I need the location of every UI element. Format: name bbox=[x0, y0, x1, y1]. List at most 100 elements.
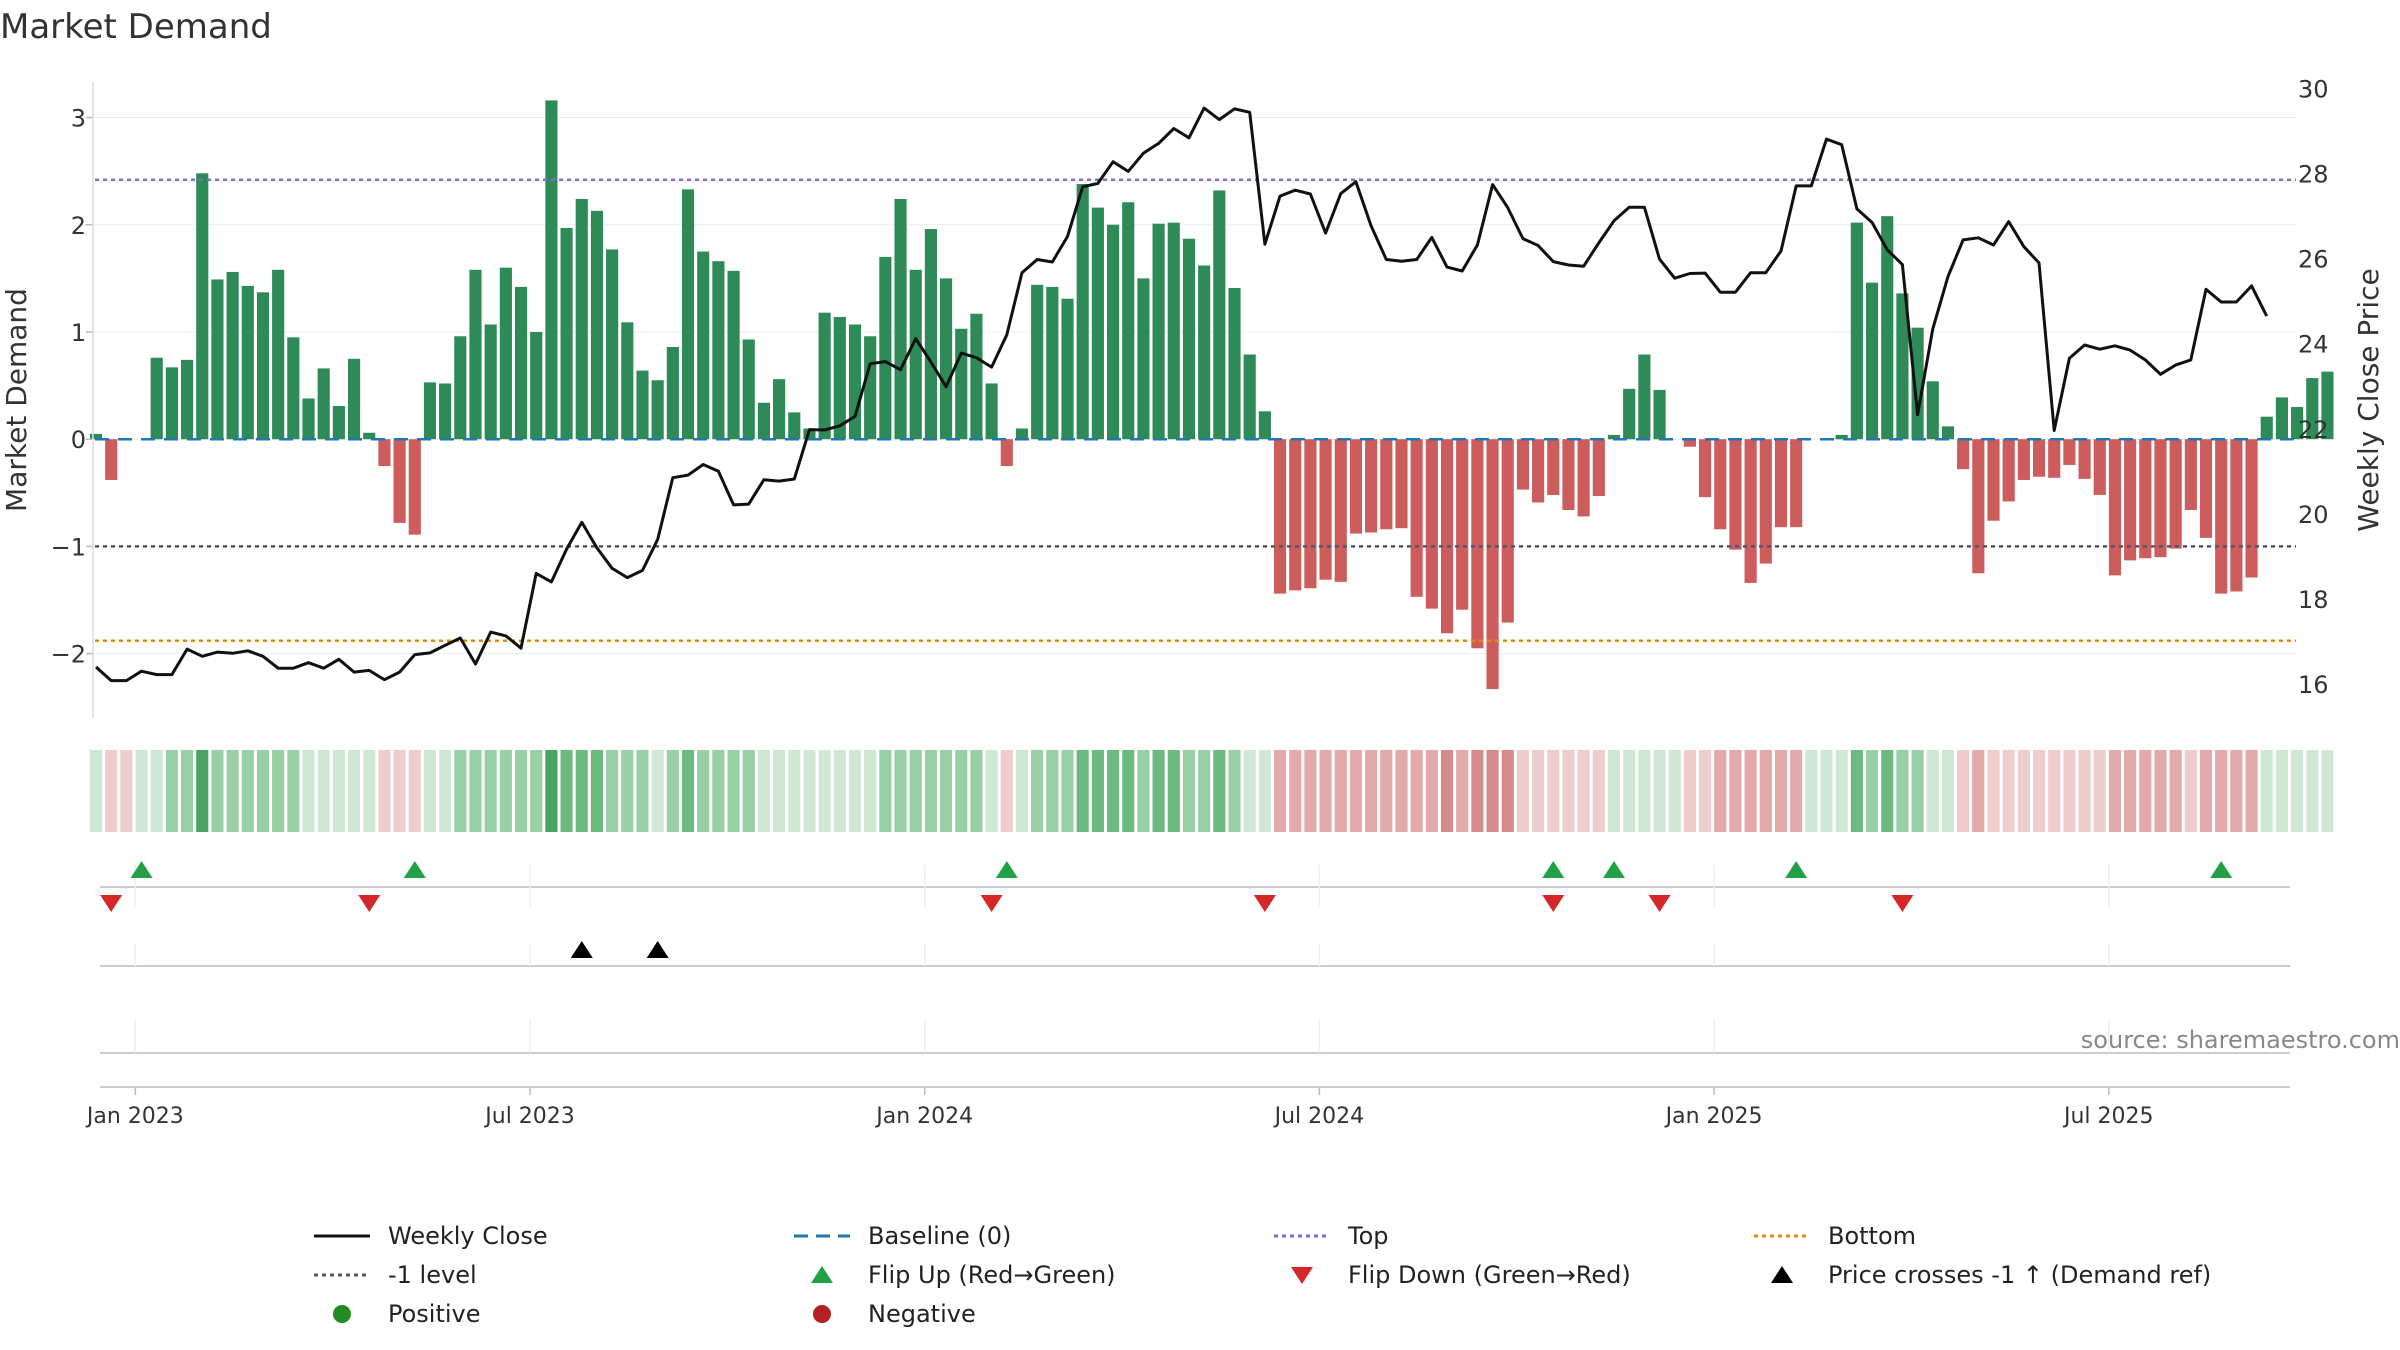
bar-negative bbox=[2169, 439, 2182, 549]
heat-cell bbox=[1106, 750, 1120, 832]
heat-cell bbox=[1440, 750, 1454, 832]
bar-positive bbox=[909, 269, 922, 440]
heat-cell bbox=[1091, 750, 1104, 832]
bar-negative bbox=[1365, 439, 1378, 533]
heat-cell bbox=[697, 750, 710, 832]
heat-cell bbox=[302, 750, 315, 832]
bar-negative bbox=[2154, 439, 2167, 558]
x-tick-label: Jan 2025 bbox=[1664, 1104, 1763, 1129]
bar-positive bbox=[1167, 222, 1180, 440]
heat-cell bbox=[1182, 750, 1196, 832]
heat-cell bbox=[803, 750, 816, 832]
heat-cell bbox=[332, 750, 345, 832]
y2-tick-label: 30 bbox=[2298, 76, 2329, 104]
bar-positive bbox=[955, 328, 968, 440]
y2-tick-label: 22 bbox=[2298, 416, 2329, 444]
bar-positive bbox=[1941, 426, 1955, 440]
heat-cell bbox=[1334, 750, 1347, 832]
bar-positive bbox=[241, 285, 254, 440]
flip-down-marker bbox=[100, 895, 123, 912]
bar-positive bbox=[2260, 416, 2273, 440]
heat-cell bbox=[2154, 750, 2167, 832]
bar-negative bbox=[1456, 439, 1469, 610]
heat-cell bbox=[2321, 750, 2334, 832]
bar-negative bbox=[378, 439, 391, 467]
heat-cell bbox=[848, 750, 862, 832]
bar-positive bbox=[666, 346, 679, 440]
bar-negative bbox=[2124, 439, 2137, 561]
grid-layer bbox=[95, 117, 2296, 1088]
bar-positive bbox=[833, 316, 846, 440]
bar-positive bbox=[272, 269, 285, 440]
bar-positive bbox=[196, 173, 209, 440]
bar-negative bbox=[2139, 439, 2152, 559]
heat-cell bbox=[1714, 750, 1727, 832]
y2-tick-label: 26 bbox=[2298, 246, 2329, 274]
bar-negative bbox=[1380, 439, 1393, 530]
heat-cell bbox=[1167, 750, 1180, 832]
flip-down-marker bbox=[980, 895, 1003, 912]
heat-cell bbox=[120, 750, 133, 832]
heat-cell bbox=[1638, 750, 1651, 832]
flip-down-marker bbox=[1648, 895, 1671, 912]
bar-positive bbox=[287, 337, 300, 440]
bar-positive bbox=[89, 433, 103, 440]
heat-cell bbox=[1349, 750, 1363, 832]
x-tick-label: Jul 2024 bbox=[1273, 1104, 1365, 1129]
bar-positive bbox=[697, 251, 710, 440]
bar-positive bbox=[2291, 407, 2304, 440]
bar-negative bbox=[1349, 439, 1363, 534]
bar-positive bbox=[651, 380, 664, 440]
bar-positive bbox=[2321, 371, 2334, 440]
bar-negative bbox=[1410, 439, 1423, 597]
bar-positive bbox=[1198, 265, 1211, 440]
heat-cell bbox=[347, 750, 361, 832]
flip-down-marker bbox=[1253, 895, 1276, 912]
bar-positive bbox=[1213, 190, 1226, 440]
flip-up-marker bbox=[403, 861, 426, 878]
heat-cell bbox=[1425, 750, 1438, 832]
bar-positive bbox=[894, 199, 907, 440]
bar-positive bbox=[1122, 202, 1135, 440]
bar-negative bbox=[2108, 439, 2122, 576]
heat-cell bbox=[636, 750, 649, 832]
bar-positive bbox=[499, 267, 512, 440]
bar-positive bbox=[165, 367, 178, 440]
heat-cell bbox=[1198, 750, 1211, 832]
bar-positive bbox=[818, 312, 831, 440]
heat-cell bbox=[1592, 750, 1605, 832]
bar-positive bbox=[742, 339, 755, 440]
bar-negative bbox=[1957, 439, 1970, 470]
bar-positive bbox=[1228, 288, 1241, 440]
bar-positive bbox=[970, 313, 983, 440]
heat-cell bbox=[469, 750, 482, 832]
bar-negative bbox=[1304, 439, 1317, 589]
bar-positive bbox=[1638, 354, 1651, 440]
bar-positive bbox=[514, 286, 528, 440]
bar-positive bbox=[484, 324, 497, 440]
heat-cell bbox=[363, 750, 376, 832]
bar-negative bbox=[1972, 439, 1985, 574]
bar-negative bbox=[1987, 439, 2000, 521]
heat-cell bbox=[560, 750, 573, 832]
bar-positive bbox=[1835, 434, 1848, 440]
heat-cell bbox=[2124, 750, 2137, 832]
demand-bars bbox=[89, 100, 2334, 690]
heat-cell bbox=[1759, 750, 1772, 832]
flip-down-marker bbox=[1542, 895, 1565, 912]
bar-negative bbox=[1592, 439, 1605, 497]
heat-cell bbox=[1911, 750, 1924, 832]
y2-tick-label: 16 bbox=[2298, 671, 2329, 699]
bar-negative bbox=[408, 439, 421, 535]
heat-cell bbox=[590, 750, 604, 832]
bar-negative bbox=[1532, 439, 1545, 503]
x-tick-label: Jan 2023 bbox=[85, 1104, 184, 1129]
heat-cell bbox=[1410, 750, 1423, 832]
heat-cell bbox=[818, 750, 831, 832]
bar-negative bbox=[1273, 439, 1287, 594]
heat-cell bbox=[499, 750, 512, 832]
heat-cell bbox=[378, 750, 391, 832]
heat-cell bbox=[1668, 750, 1681, 832]
bar-positive bbox=[1182, 238, 1196, 440]
flip-up-marker bbox=[1785, 861, 1808, 878]
